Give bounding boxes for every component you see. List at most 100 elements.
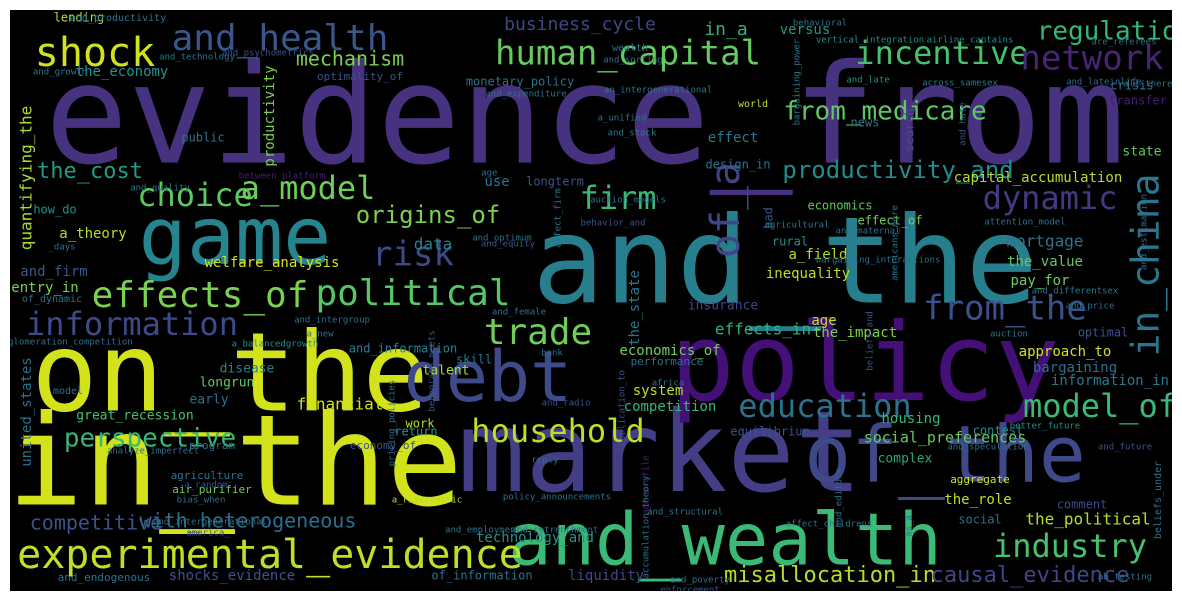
word-political: political bbox=[315, 273, 510, 314]
word-mechanism: mechanism bbox=[296, 47, 404, 71]
word-and-structural: and_structural bbox=[647, 508, 723, 518]
word-entry-in: entry_in bbox=[11, 280, 78, 296]
word-policy: policy bbox=[670, 301, 1060, 426]
word-return: return bbox=[394, 425, 437, 439]
word-of-a: of_a bbox=[703, 162, 749, 258]
word-agriculture: agriculture bbox=[171, 469, 244, 482]
word-behavioral: behavioral bbox=[793, 19, 847, 29]
word-airline-captains: airline_captains bbox=[927, 36, 1014, 46]
word-auction-models: auction_models bbox=[590, 196, 666, 206]
word-and-hate: and_hate bbox=[959, 102, 969, 145]
word-productivity-and: productivity_and bbox=[782, 156, 1013, 184]
word-mortgage: mortgage bbox=[1006, 232, 1083, 251]
word-search: search bbox=[903, 108, 917, 151]
word-in-the: in_the bbox=[10, 388, 463, 535]
word-financial: financial bbox=[297, 395, 384, 414]
word-and-poverty: and_poverty bbox=[670, 576, 730, 586]
word-state: state bbox=[1122, 145, 1161, 160]
word-shocks-evidence: shocks_evidence bbox=[169, 568, 295, 584]
word-how-do: how_do bbox=[33, 203, 76, 217]
word-risk: risk bbox=[372, 235, 454, 275]
word-causal-evidence: causal_evidence bbox=[931, 563, 1130, 588]
word-data: data bbox=[414, 235, 453, 254]
word-in-a: in_a bbox=[704, 19, 747, 40]
word-model-of: model_of bbox=[1023, 387, 1172, 425]
word-world: world bbox=[738, 99, 768, 110]
word-age-profile: age_profile bbox=[642, 455, 652, 515]
word-a-new: a_new bbox=[306, 330, 334, 340]
word-game: game bbox=[139, 190, 332, 283]
word-productivity: productivity bbox=[262, 65, 278, 166]
word-and-lateinlife: and_lateinlife bbox=[1066, 78, 1142, 88]
word-and-stock: and_stock bbox=[608, 129, 657, 139]
word-auction: auction bbox=[990, 330, 1028, 340]
word-great-recession: great_recession bbox=[76, 409, 193, 424]
word-from-the: from_the bbox=[923, 289, 1087, 329]
word-information: information bbox=[26, 305, 238, 343]
word-analyze-imperfect: analyze_imperfect bbox=[107, 447, 199, 457]
word-and-female: and_female bbox=[492, 308, 546, 318]
word-of-information: of_information bbox=[431, 569, 532, 583]
word-business-cycle: business_cycle bbox=[504, 14, 656, 35]
word-debt: debt bbox=[404, 336, 573, 418]
word-and-productivity: and_productivity bbox=[70, 13, 166, 24]
word-on-the: on_the bbox=[31, 308, 428, 436]
word-are-referees: are_referees bbox=[1091, 38, 1156, 48]
word-and-endogenous: and_endogenous bbox=[58, 571, 151, 584]
word-information-in: information_in bbox=[1051, 373, 1169, 389]
word-bias-when: bias_when bbox=[177, 496, 226, 506]
word-and-estimation: and_estimation bbox=[1140, 194, 1150, 270]
word-public: public bbox=[181, 131, 224, 145]
word-regulation: regulation bbox=[1037, 17, 1172, 47]
word-talent: talent bbox=[423, 364, 470, 379]
word-pay-for: pay_for bbox=[1010, 273, 1069, 289]
word-skill: skill bbox=[456, 353, 492, 367]
word-industry: industry bbox=[993, 527, 1147, 565]
word-bargaining: bargaining bbox=[1033, 360, 1117, 376]
word-and-information: and_information bbox=[349, 342, 457, 356]
word-misallocation-in: misallocation_in bbox=[724, 563, 936, 588]
word-the-value: the_value bbox=[1007, 254, 1083, 270]
word-evidence-from: evidence_from bbox=[45, 35, 1125, 196]
word-and-the: and_the bbox=[532, 193, 1038, 332]
word-program: program bbox=[189, 439, 236, 452]
word-experimental-evidence: experimental_evidence bbox=[17, 532, 523, 578]
word-optimality-of: optimality_of bbox=[317, 70, 403, 83]
word-agglomeration-competition: agglomeration_competition bbox=[10, 338, 133, 348]
word-work: work bbox=[406, 417, 436, 431]
word-a-theory: a_theory bbox=[59, 226, 126, 242]
word-market: market bbox=[458, 388, 863, 518]
word-model: model bbox=[53, 386, 83, 397]
word-and-speculation: and_speculation bbox=[947, 443, 1028, 453]
word-enforcement: enforcement bbox=[660, 586, 720, 592]
word-a-unified: a_unified bbox=[598, 114, 647, 124]
word-disease: disease bbox=[220, 362, 275, 377]
word-and-radio: and_radio bbox=[542, 399, 591, 409]
word-housing: housing bbox=[881, 411, 940, 427]
word-early: early bbox=[189, 393, 228, 408]
word-and-retrenchment: and_retrenchment bbox=[512, 526, 599, 536]
word-economics-of: economics_of bbox=[619, 343, 720, 359]
word-transfer: transfer bbox=[1109, 94, 1167, 108]
word-a-field: a_field bbox=[788, 247, 847, 263]
word-with-heterogeneous: with_heterogeneous bbox=[140, 509, 357, 533]
word-and-employment: and_employment bbox=[445, 526, 521, 536]
word-longrun: longrun bbox=[200, 376, 255, 391]
word-in-china: in_china bbox=[1124, 173, 1169, 356]
word-agricultural: agricultural bbox=[764, 221, 829, 231]
word-and-technology: and_technology bbox=[159, 53, 235, 63]
word-economics: economics bbox=[807, 199, 872, 213]
word-application-to: application_to bbox=[618, 370, 628, 446]
word-and-equity: and_equity bbox=[481, 240, 536, 250]
word-aggregate: aggregate bbox=[950, 473, 1010, 486]
word-americans-more: americans_more bbox=[891, 205, 901, 281]
word-contest: contest bbox=[973, 424, 1024, 438]
word-bad: bad bbox=[762, 207, 776, 229]
word-comment: comment bbox=[1057, 498, 1108, 512]
word-versus: versus bbox=[780, 22, 831, 38]
word-social-preferences: social_preferences bbox=[864, 429, 1027, 447]
word-cloud: evidence_from and_the in_the on_the market po… bbox=[10, 10, 1172, 591]
word-crisis: crisis bbox=[1110, 79, 1153, 93]
word-and-growth: and_growth bbox=[33, 68, 87, 78]
word-network: network bbox=[1020, 39, 1163, 79]
